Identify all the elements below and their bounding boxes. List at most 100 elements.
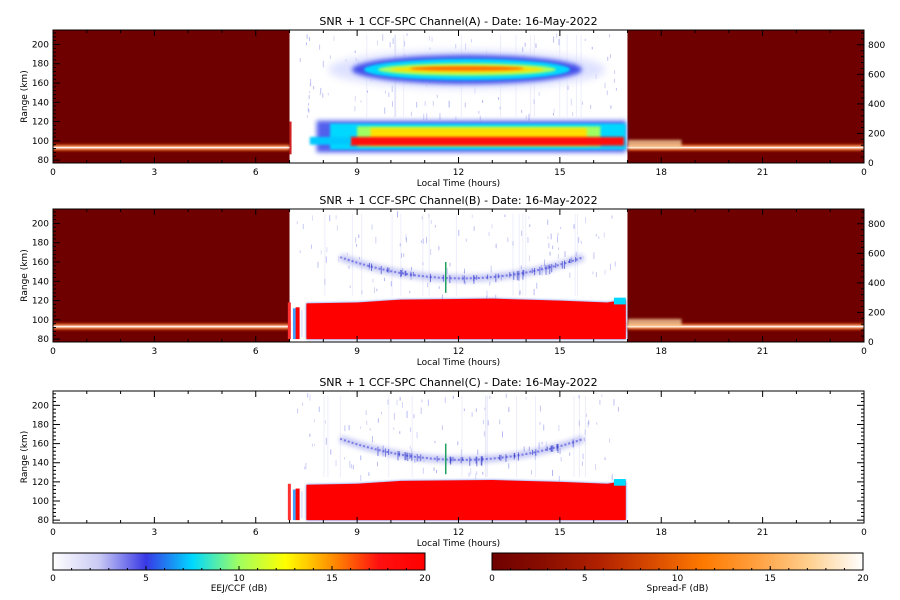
arc-speck	[545, 265, 547, 275]
noise-streak	[487, 395, 489, 478]
y-tick-label: 120	[32, 478, 49, 488]
noise-speck	[521, 230, 523, 236]
noise-speck	[434, 440, 436, 443]
x-tick-label: 6	[253, 347, 259, 357]
x-tick-label: 3	[152, 168, 158, 178]
arc-speck	[405, 452, 407, 461]
noise-speck	[552, 245, 554, 249]
noise-speck	[335, 460, 337, 467]
y2-tick-label: 600	[868, 249, 885, 259]
y2-tick-label: 400	[868, 279, 885, 289]
y-tick-label: 180	[32, 420, 49, 430]
noise-speck	[338, 255, 340, 262]
noise-speck	[410, 448, 412, 453]
noise-speck	[322, 60, 324, 68]
noise-speck	[430, 248, 432, 256]
noise-speck	[614, 70, 616, 75]
noise-speck	[455, 44, 457, 49]
noise-speck	[305, 463, 307, 470]
noise-streak	[516, 395, 518, 478]
noise-speck	[564, 251, 566, 257]
noise-speck	[545, 441, 547, 449]
x-axis-label: Local Time (hours)	[417, 358, 500, 368]
noise-speck	[535, 43, 537, 48]
noise-speck	[599, 399, 601, 405]
noise-speck	[498, 97, 500, 100]
noise-speck	[558, 475, 560, 482]
colorbar-tick-label: 5	[582, 574, 588, 584]
noise-speck	[434, 224, 436, 228]
arc-speck	[400, 270, 402, 277]
noise-streak	[339, 395, 341, 478]
noise-speck	[556, 236, 558, 243]
noise-speck	[495, 243, 497, 249]
noise-streak	[484, 395, 486, 478]
sporadic-core-1	[627, 146, 864, 149]
noise-streak	[391, 213, 393, 296]
noise-speck	[541, 270, 543, 276]
noise-speck	[486, 290, 488, 298]
noise-speck	[444, 397, 446, 403]
arc-speck	[556, 444, 558, 451]
noise-streak	[518, 213, 520, 296]
noise-speck	[409, 290, 411, 294]
noise-speck	[354, 95, 356, 102]
noise-streak	[455, 213, 457, 296]
noise-speck	[586, 413, 588, 417]
arc-speck	[481, 456, 483, 462]
noise-speck	[606, 90, 608, 96]
arc-speck	[575, 257, 577, 262]
x-tick-label: 12	[453, 168, 464, 178]
noise-speck	[463, 271, 465, 274]
noise-speck	[387, 399, 389, 405]
noise-speck	[336, 225, 338, 231]
noise-speck	[349, 460, 351, 468]
noise-speck	[471, 412, 473, 417]
noise-speck	[504, 214, 506, 218]
striation-1	[287, 483, 291, 521]
noise-speck	[529, 224, 531, 228]
noise-speck	[553, 36, 555, 43]
noise-speck	[452, 395, 454, 399]
noise-streak	[327, 395, 329, 478]
noise-speck	[528, 255, 530, 262]
plot-area	[53, 30, 864, 163]
arc-speck	[469, 456, 471, 466]
noise-speck	[309, 91, 311, 94]
x-tick-label: 9	[354, 347, 360, 357]
noise-speck	[470, 468, 472, 475]
arc-speck	[505, 454, 507, 462]
arc-speck	[429, 273, 431, 283]
arc-speck	[531, 268, 533, 274]
noise-streak	[400, 213, 402, 296]
y-tick-label: 180	[32, 60, 49, 70]
noise-speck	[302, 224, 304, 230]
noise-speck	[512, 241, 514, 246]
noise-streak	[428, 213, 430, 296]
noise-speck	[538, 442, 540, 449]
noise-streak	[351, 213, 353, 296]
x-tick-label: 15	[554, 528, 565, 538]
y2-tick-label: 200	[868, 308, 885, 318]
colorbar-eej: 0 5 10 15 20 EEJ/CCF (dB)	[50, 552, 431, 594]
noise-speck	[474, 87, 476, 94]
noise-streak	[574, 213, 576, 296]
y-tick-label: 180	[32, 239, 49, 249]
noise-speck	[356, 243, 358, 247]
noise-speck	[430, 220, 432, 224]
noise-speck	[397, 211, 399, 218]
arc-speck	[514, 452, 516, 458]
noise-speck	[463, 268, 465, 274]
noise-speck	[549, 251, 551, 256]
arc-speck	[480, 456, 482, 466]
noise-speck	[557, 253, 559, 259]
noise-speck	[361, 290, 363, 294]
arc-speck	[497, 273, 499, 279]
noise-speck	[348, 265, 350, 269]
noise-speck	[373, 287, 375, 294]
arc-speck	[535, 449, 537, 456]
arc-speck	[412, 271, 414, 277]
noise-speck	[313, 85, 315, 90]
night-region-left	[53, 209, 290, 342]
noise-speck	[426, 113, 428, 121]
